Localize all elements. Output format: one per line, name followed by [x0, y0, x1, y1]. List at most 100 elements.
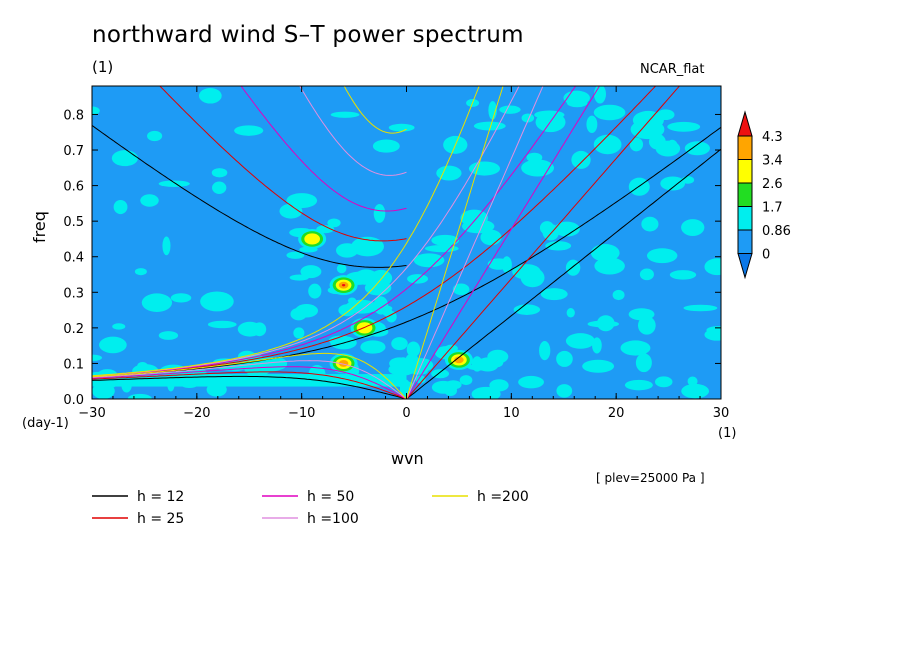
- speckle-patch: [372, 139, 400, 153]
- speckle-patch: [431, 234, 460, 246]
- speckle-patch: [211, 168, 228, 178]
- colorbar-label: 0.86: [762, 224, 791, 239]
- chart-title: northward wind S–T power spectrum: [92, 22, 524, 48]
- speckle-patch: [134, 268, 147, 276]
- speckle-patch: [594, 257, 625, 275]
- speckle-patch: [571, 150, 591, 169]
- speckle-patch: [590, 244, 620, 262]
- speckle-patch: [488, 101, 497, 120]
- speckle-patch: [704, 258, 721, 276]
- speckle-patch: [628, 308, 655, 321]
- speckle-patch: [293, 327, 305, 339]
- speckle-patch: [681, 219, 705, 236]
- speckle-patch: [158, 331, 179, 340]
- speckle-patch: [336, 243, 359, 258]
- low-frequency-band: [92, 374, 407, 387]
- speckle-patch: [212, 181, 227, 194]
- speckle-patch: [646, 248, 678, 264]
- speckle-patch: [360, 340, 386, 354]
- speckle-patch: [539, 221, 555, 235]
- colorbar-swatch: [737, 135, 753, 160]
- speckle-patch: [459, 375, 473, 386]
- speckle-patch: [55, 381, 76, 391]
- speckle-patch: [684, 141, 710, 156]
- speckle-patch: [593, 104, 626, 121]
- speckle-patch: [520, 267, 545, 288]
- speckle-patch: [473, 121, 506, 131]
- speckle-patch: [373, 203, 386, 223]
- speckle-patch: [389, 357, 410, 370]
- speckle-patch: [648, 133, 666, 150]
- speckle-patch: [364, 280, 392, 296]
- colorbar-label: 1.7: [762, 201, 783, 216]
- speckle-patch: [513, 304, 541, 315]
- colorbar-label: 3.4: [762, 154, 783, 169]
- x-tick-label: −10: [288, 406, 315, 421]
- speckle-patch: [170, 293, 192, 303]
- colorbar-swatch: [737, 229, 753, 254]
- x-tick-label: −30: [78, 406, 105, 421]
- speckle-patch: [92, 354, 102, 361]
- speckle-patch: [639, 268, 654, 281]
- speckle-patch: [64, 382, 82, 392]
- speckle-patch: [51, 375, 75, 389]
- speckle-patch: [629, 137, 644, 152]
- speckle-patch: [534, 110, 565, 120]
- speckle-patch: [660, 176, 686, 191]
- speckle-patch: [386, 310, 397, 323]
- speckle-patch: [681, 176, 695, 184]
- dispersion-curve: [299, 86, 407, 176]
- speckle-patch: [347, 297, 357, 304]
- speckle-patch: [586, 115, 598, 134]
- speckle-patch: [687, 376, 698, 387]
- speckle-patch: [330, 111, 360, 118]
- speckle-patch: [406, 341, 421, 358]
- speckle-patch: [487, 258, 510, 270]
- speckle-patch: [286, 251, 305, 259]
- speckle-patch: [526, 152, 543, 163]
- speckle-patch: [391, 337, 408, 351]
- speckle-patch: [413, 253, 445, 268]
- speckle-patch: [92, 383, 115, 399]
- speckle-patch: [669, 270, 697, 280]
- speckle-patch: [654, 376, 673, 388]
- speckle-patch: [200, 291, 234, 312]
- speckle-patch: [147, 130, 163, 142]
- speckle-patch: [452, 283, 470, 296]
- speckle-patch: [415, 375, 426, 384]
- speckle-patch: [545, 241, 572, 251]
- speckle-patch: [566, 308, 575, 318]
- dispersion-curve: [92, 371, 407, 399]
- colorbar-swatch: [737, 206, 753, 231]
- pressure-level-note: [ plev=25000 Pa ]: [596, 471, 705, 485]
- speckle-patch: [327, 218, 341, 228]
- colorbar-swatch: [737, 182, 753, 207]
- dispersion-curve: [92, 360, 407, 399]
- speckle-patch: [683, 304, 718, 312]
- legend-label: h = 12: [137, 489, 184, 505]
- dispersion-curve: [159, 86, 407, 242]
- colorbar-label: 2.6: [762, 177, 783, 192]
- speckle-patch: [99, 336, 127, 354]
- x-unit-left: (day-1): [22, 416, 69, 431]
- speckle-patch: [522, 165, 546, 174]
- speckle-patch: [518, 375, 544, 389]
- speckle-patch: [499, 105, 521, 114]
- y-tick-label: 0.3: [63, 286, 84, 301]
- dispersion-curve: [92, 86, 520, 377]
- x-tick-label: −20: [183, 406, 210, 421]
- dispersion-curve: [92, 366, 407, 399]
- speckle-patch: [198, 88, 222, 104]
- legend-label: h =100: [307, 511, 359, 527]
- dispersion-curve: [406, 148, 721, 399]
- speckle-patch: [140, 194, 159, 207]
- legend-label: h =200: [477, 489, 529, 505]
- x-tick-label: 0: [402, 406, 410, 421]
- dispersion-curve: [92, 86, 657, 378]
- speckle-patch: [141, 293, 173, 312]
- speckle-patch: [667, 121, 701, 132]
- speckle-patch: [286, 193, 318, 209]
- speckle-patch: [237, 321, 262, 337]
- speckle-patch: [468, 161, 501, 176]
